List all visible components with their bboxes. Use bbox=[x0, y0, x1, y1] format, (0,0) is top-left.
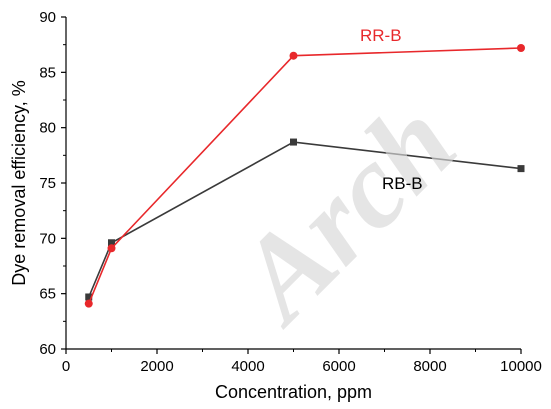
axes: 0 2000 4000 6000 8000 10000 60 65 70 75 80 85 90 bbox=[39, 9, 542, 375]
y-tick-label: 65 bbox=[39, 286, 56, 303]
series-marks bbox=[84, 43, 525, 308]
data-point-rb-b bbox=[85, 293, 93, 301]
y-tick-label: 75 bbox=[39, 175, 56, 192]
y-tick-label: 80 bbox=[39, 120, 56, 137]
series-label-rb-b: RB-B bbox=[382, 174, 423, 193]
series-line-rr-b bbox=[88, 47, 522, 304]
x-tick-label: 2000 bbox=[140, 358, 173, 375]
y-tick-label: 60 bbox=[39, 341, 56, 358]
y-tick-label: 85 bbox=[39, 64, 56, 81]
x-tick-label: 4000 bbox=[231, 358, 264, 375]
x-axis-title: Concentration, ppm bbox=[215, 382, 372, 402]
data-point-rr-b bbox=[84, 299, 93, 308]
watermark-text: Arch bbox=[207, 75, 480, 348]
x-tick-label: 6000 bbox=[322, 358, 355, 375]
y-tick-label: 70 bbox=[39, 230, 56, 247]
data-point-rr-b bbox=[517, 43, 525, 52]
y-axis-title: Dye removal efficiency, % bbox=[9, 80, 29, 285]
x-tick-label: 8000 bbox=[413, 358, 446, 375]
data-point-rb-b bbox=[108, 239, 115, 247]
x-tick-label: 0 bbox=[62, 358, 70, 375]
y-tick-label: 90 bbox=[39, 9, 56, 26]
data-point-rb-b bbox=[517, 165, 525, 173]
data-point-rr-b bbox=[107, 244, 116, 253]
data-point-rr-b bbox=[289, 51, 298, 60]
series-line-rb-b bbox=[88, 141, 522, 298]
series-label-rr-b: RR-B bbox=[360, 26, 402, 45]
data-point-rb-b bbox=[290, 138, 297, 146]
x-tick-label: 10000 bbox=[500, 358, 542, 375]
